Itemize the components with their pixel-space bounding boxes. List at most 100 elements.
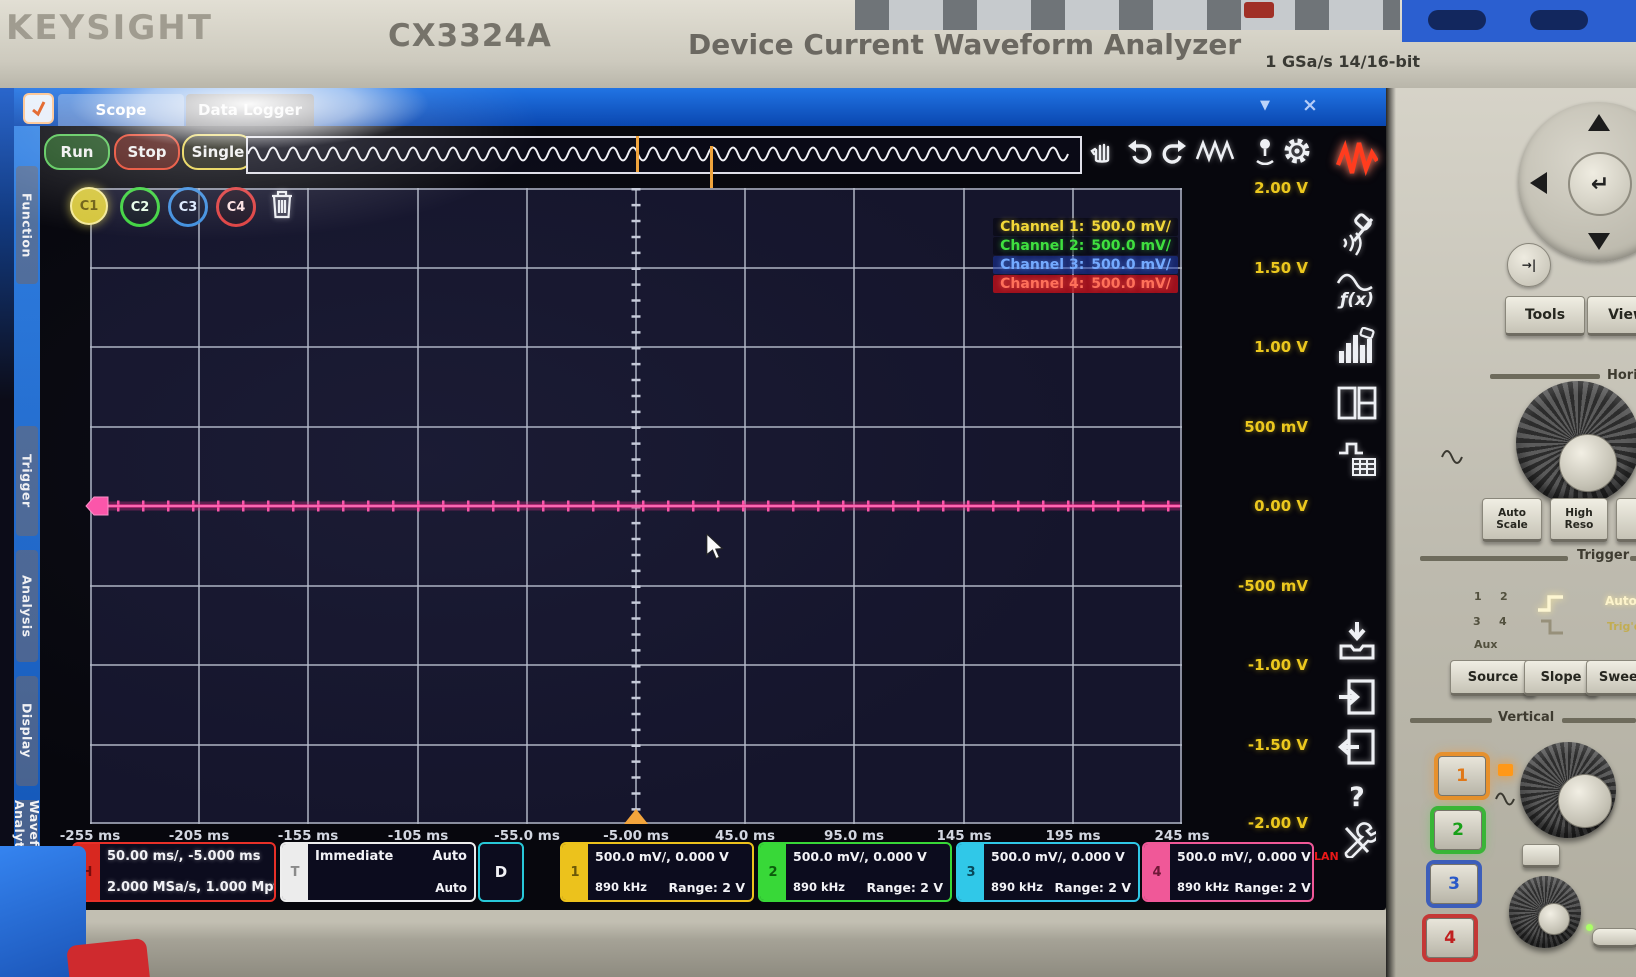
collapse-icon[interactable]: ▼: [1260, 98, 1270, 113]
trigger-time-marker[interactable]: [710, 146, 713, 188]
channel1-status-box[interactable]: 1 500.0 mV/, 0.000 V 890 kHz Range: 2 V: [560, 842, 754, 902]
sweep-button[interactable]: Sweep: [1586, 660, 1636, 696]
high-reso-button[interactable]: High Reso: [1550, 498, 1608, 542]
channel4-scale: 500.0 mV/: [1091, 276, 1171, 292]
probe-setup-icon[interactable]: [1334, 210, 1380, 260]
tab-scope[interactable]: Scope: [58, 94, 184, 126]
undo-icon[interactable]: [1122, 134, 1156, 168]
run-button[interactable]: Run: [44, 134, 110, 170]
vscale-tick: -500 mV: [1238, 577, 1308, 595]
waveform-overview-strip[interactable]: [246, 136, 1082, 174]
channel3-scale-row[interactable]: Channel 3: 500.0 mV/: [993, 256, 1178, 274]
view-button[interactable]: View: [1587, 296, 1636, 336]
split-screen-icon[interactable]: [1334, 378, 1380, 428]
tab-key[interactable]: →|: [1507, 243, 1551, 287]
channel1-scale-row[interactable]: Channel 1: 500.0 mV/: [993, 218, 1178, 236]
import-icon[interactable]: [1334, 672, 1380, 722]
taxis-tick: 95.0 ms: [823, 828, 885, 844]
trigger-section-bar: [1420, 556, 1568, 561]
channel2-status-box[interactable]: 2 500.0 mV/, 0.000 V 890 kHz Range: 2 V: [758, 842, 952, 902]
channel1-button[interactable]: C1: [70, 187, 108, 225]
horizontal-section-bar: [1490, 374, 1600, 379]
vscale-tick: -2.00 V: [1247, 814, 1308, 832]
channel4-button[interactable]: C4: [216, 187, 256, 227]
horizontal-status-box[interactable]: H 50.00 ms/, -5.000 ms 2.000 MSa/s, 1.00…: [72, 842, 276, 902]
channel2-scale-row[interactable]: Channel 2: 500.0 mV/: [993, 237, 1178, 255]
taxis-tick: 195 ms: [1045, 828, 1101, 844]
export-icon[interactable]: [1334, 722, 1380, 772]
product-title: Device Current Waveform Analyzer: [688, 28, 1242, 61]
math-fx-icon[interactable]: ƒ(x): [1334, 266, 1380, 316]
vscale-tick: -1.00 V: [1247, 656, 1308, 674]
sidebar-item-function[interactable]: Function: [16, 166, 38, 284]
arrow-left-icon[interactable]: [1530, 172, 1547, 194]
waveform-icon[interactable]: [1334, 136, 1380, 186]
taxis-tick: -255 ms: [59, 828, 121, 844]
vertical-offset-knob-cap[interactable]: [1538, 903, 1570, 935]
wrench-icon[interactable]: [1334, 814, 1380, 864]
zoom-button[interactable]: [1522, 844, 1560, 868]
help-icon[interactable]: ?: [1334, 772, 1380, 822]
arrow-down-icon[interactable]: [1588, 233, 1610, 250]
save-icon[interactable]: [1334, 616, 1380, 666]
vscale-tick: 1.50 V: [1254, 259, 1308, 277]
vertical-channel2-key[interactable]: 2: [1434, 810, 1482, 850]
taxis-tick: 145 ms: [936, 828, 992, 844]
channel3-button[interactable]: C3: [168, 187, 208, 227]
trash-icon[interactable]: [265, 186, 299, 222]
pan-hand-icon[interactable]: [1086, 134, 1120, 168]
channel3-readout: 500.0 mV/, 0.000 V: [991, 849, 1125, 864]
nav-dpad[interactable]: ↵: [1518, 102, 1636, 262]
close-icon[interactable]: ×: [1302, 94, 1318, 116]
tab-data-logger[interactable]: Data Logger: [186, 94, 314, 126]
digital-status-box[interactable]: D: [478, 842, 524, 902]
trigger-sweep: Auto: [432, 849, 467, 864]
slope-button[interactable]: Slope: [1524, 660, 1598, 696]
trace-ground-marker: [85, 496, 109, 516]
probe-icon[interactable]: [1248, 134, 1282, 168]
channel1-led: [1498, 764, 1513, 776]
trigger-led-3: 3: [1473, 615, 1481, 628]
histogram-icon[interactable]: [1334, 322, 1380, 372]
trigger-section-label: Trigger: [1577, 548, 1630, 563]
taxis-tick: -5.00 ms: [603, 828, 669, 844]
auto-scale-button[interactable]: Auto Scale: [1482, 498, 1542, 542]
tools-button[interactable]: Tools: [1505, 296, 1585, 336]
stop-button[interactable]: Stop: [114, 134, 180, 170]
arrow-up-icon[interactable]: [1588, 114, 1610, 131]
source-button[interactable]: Source: [1450, 660, 1536, 696]
zigzag-icon[interactable]: [1192, 134, 1238, 168]
trigger-tab: T: [282, 844, 308, 900]
sample-rate-spec: 1 GSa/s 14/16-bit: [1265, 52, 1420, 71]
sidebar-item-trigger[interactable]: Trigger: [16, 426, 38, 536]
vertical-scale-knob-cap[interactable]: [1558, 774, 1612, 828]
gear-icon[interactable]: [1280, 134, 1314, 168]
app-logo-icon: [23, 93, 54, 124]
vertical-channel4-key[interactable]: 4: [1426, 918, 1474, 958]
rising-edge-icon: [1538, 595, 1563, 612]
redo-icon[interactable]: [1158, 134, 1192, 168]
cutoff-button[interactable]: [1616, 498, 1636, 542]
vertical-channel3-key[interactable]: 3: [1430, 864, 1478, 904]
single-button[interactable]: Single: [182, 134, 254, 170]
enter-key[interactable]: ↵: [1568, 152, 1632, 216]
graticule[interactable]: [85, 188, 1182, 824]
channel4-tab: 4: [1144, 844, 1170, 900]
channel3-status-box[interactable]: 3 500.0 mV/, 0.000 V 890 kHz Range: 2 V: [956, 842, 1140, 902]
horizontal-knob-cap[interactable]: [1559, 434, 1617, 492]
digital-bus-icon[interactable]: [1334, 434, 1380, 484]
trigger-status-box[interactable]: T Immediate Auto Auto: [280, 842, 476, 902]
squiggle-icon: [1441, 450, 1463, 464]
sidebar-item-analysis[interactable]: Analysis: [16, 550, 38, 662]
channel1-bandwidth: 890 kHz: [595, 880, 647, 894]
vertical-channel1-key[interactable]: 1: [1438, 756, 1486, 796]
channel4-status-box[interactable]: 4 500.0 mV/, 0.000 V 890 kHz Range: 2 V: [1142, 842, 1314, 902]
channel4-scale-row[interactable]: Channel 4: 500.0 mV/: [993, 275, 1178, 293]
channel2-button[interactable]: C2: [120, 187, 160, 227]
vscale-tick: 500 mV: [1244, 418, 1308, 436]
sidebar-item-display[interactable]: Display: [16, 676, 38, 786]
small-pill-button[interactable]: [1592, 928, 1636, 948]
trigger-led-aux: Aux: [1474, 638, 1498, 651]
sidebar: Function Trigger Analysis Display Wavefo…: [12, 126, 42, 946]
